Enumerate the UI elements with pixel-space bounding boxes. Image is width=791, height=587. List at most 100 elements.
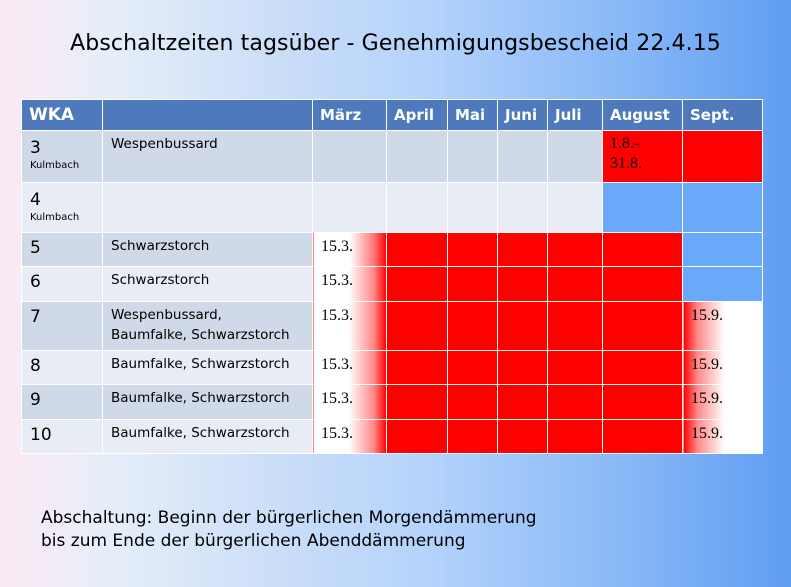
start-date: 15.3.	[321, 356, 353, 373]
species-cell: Baumfalke, Schwarzstorch	[102, 384, 313, 420]
month-cell-sept-end: 15.9.	[682, 419, 763, 454]
month-cell-august-shutdown: 1.8.- 31.8.	[602, 130, 683, 183]
month-cell-mai	[447, 130, 498, 183]
header-juni: Juni	[497, 99, 548, 131]
month-cell-maerz	[312, 182, 387, 233]
species-text: Wespenbussard	[111, 136, 218, 152]
start-date: 15.3.	[321, 390, 353, 407]
header-maerz: März	[312, 99, 387, 131]
wka-cell: 3 Kulmbach	[21, 130, 103, 183]
month-cell-maerz-start: 15.3.	[312, 350, 387, 385]
month-cell-sept-free	[682, 182, 763, 233]
header-august: August	[602, 99, 683, 131]
month-cell-juli	[547, 130, 603, 183]
wka-cell: 9	[21, 384, 103, 420]
month-cell-juli-shutdown	[547, 232, 603, 267]
species-cell: Baumfalke, Schwarzstorch	[102, 350, 313, 385]
end-date: 15.9.	[691, 307, 723, 324]
month-cell-juli-shutdown	[547, 419, 603, 454]
species-text: Baumfalke, Schwarzstorch	[111, 356, 290, 372]
header-species	[102, 99, 313, 131]
species-cell	[102, 182, 313, 233]
month-cell-august-shutdown	[602, 301, 683, 351]
table-header-row: WKA März April Mai Juni Juli August Sept…	[21, 99, 763, 131]
header-sept: Sept.	[682, 99, 763, 131]
wka-number: 8	[30, 356, 41, 376]
species-cell: Baumfalke, Schwarzstorch	[102, 419, 313, 454]
footer-note: Abschaltung: Beginn der bürgerlichen Mor…	[41, 507, 537, 553]
month-cell-august-free	[602, 182, 683, 233]
species-text: Schwarzstorch	[111, 238, 210, 254]
month-cell-maerz-start: 15.3.	[312, 301, 387, 351]
wka-cell: 5	[21, 232, 103, 267]
month-cell-august-shutdown	[602, 419, 683, 454]
wka-cell: 7	[21, 301, 103, 351]
month-cell-sept-end: 15.9.	[682, 301, 763, 351]
wka-number: 10	[30, 425, 52, 445]
month-cell-juni	[497, 130, 548, 183]
month-cell-mai-shutdown	[447, 266, 498, 302]
month-cell-juni-shutdown	[497, 301, 548, 351]
table-row: 9 Baumfalke, Schwarzstorch 15.3. 15.9.	[21, 384, 763, 420]
wka-site: Kulmbach	[30, 160, 80, 171]
month-cell-maerz-start: 15.3.	[312, 232, 387, 267]
species-cell: Wespenbussard, Baumfalke, Schwarzstorch	[102, 301, 313, 351]
species-cell: Schwarzstorch	[102, 232, 313, 267]
table-row: 5 Schwarzstorch 15.3.	[21, 232, 763, 267]
start-date: 15.3.	[321, 425, 353, 442]
month-cell-april-shutdown	[386, 384, 448, 420]
species-cell: Schwarzstorch	[102, 266, 313, 302]
month-cell-juli-shutdown	[547, 301, 603, 351]
wka-number: 6	[30, 272, 41, 292]
species-text: Schwarzstorch	[111, 272, 210, 288]
footer-line-2: bis zum Ende der bürgerlichen Abenddämme…	[41, 531, 466, 551]
species-text: Baumfalke, Schwarzstorch	[111, 425, 290, 441]
end-date: 15.9.	[691, 390, 723, 407]
wka-number: 3	[30, 138, 41, 158]
month-cell-juli-shutdown	[547, 350, 603, 385]
month-cell-mai	[447, 182, 498, 233]
species-text-line2: Baumfalke, Schwarzstorch	[111, 327, 290, 343]
species-text: Baumfalke, Schwarzstorch	[111, 390, 290, 406]
slide-title: Abschaltzeiten tagsüber - Genehmigungsbe…	[70, 31, 721, 56]
table-row: 6 Schwarzstorch 15.3.	[21, 266, 763, 302]
month-cell-juli-shutdown	[547, 266, 603, 302]
wka-number: 9	[30, 390, 41, 410]
species-text-line1: Wespenbussard,	[111, 307, 222, 323]
species-cell: Wespenbussard	[102, 130, 313, 183]
header-mai: Mai	[447, 99, 498, 131]
end-date: 15.9.	[691, 356, 723, 373]
table-row: 3 Kulmbach Wespenbussard 1.8.- 31.8.	[21, 130, 763, 183]
wka-number: 7	[30, 307, 41, 327]
table-row: 8 Baumfalke, Schwarzstorch 15.3. 15.9.	[21, 350, 763, 385]
month-cell-juni-shutdown	[497, 419, 548, 454]
month-cell-april	[386, 182, 448, 233]
header-juli: Juli	[547, 99, 603, 131]
august-period-note: 1.8.- 31.8.	[610, 135, 642, 172]
header-april: April	[386, 99, 448, 131]
start-date: 15.3.	[321, 307, 353, 324]
month-cell-juni-shutdown	[497, 232, 548, 267]
month-cell-april-shutdown	[386, 266, 448, 302]
table-row: 4 Kulmbach	[21, 182, 763, 233]
month-cell-maerz-start: 15.3.	[312, 266, 387, 302]
header-wka: WKA	[21, 99, 103, 131]
month-cell-april-shutdown	[386, 301, 448, 351]
month-cell-sept-shutdown	[682, 130, 763, 183]
month-cell-juli	[547, 182, 603, 233]
month-cell-sept-end: 15.9.	[682, 350, 763, 385]
month-cell-april-shutdown	[386, 419, 448, 454]
month-cell-sept-free	[682, 232, 763, 267]
month-cell-juni-shutdown	[497, 350, 548, 385]
month-cell-april	[386, 130, 448, 183]
month-cell-mai-shutdown	[447, 232, 498, 267]
wka-site: Kulmbach	[30, 212, 80, 223]
start-date: 15.3.	[321, 238, 353, 255]
month-cell-juni-shutdown	[497, 266, 548, 302]
table-row: 10 Baumfalke, Schwarzstorch 15.3. 15.9.	[21, 419, 763, 454]
wka-cell: 8	[21, 350, 103, 385]
wka-cell: 10	[21, 419, 103, 454]
month-cell-sept-end: 15.9.	[682, 384, 763, 420]
month-cell-august-shutdown	[602, 232, 683, 267]
month-cell-mai-shutdown	[447, 419, 498, 454]
